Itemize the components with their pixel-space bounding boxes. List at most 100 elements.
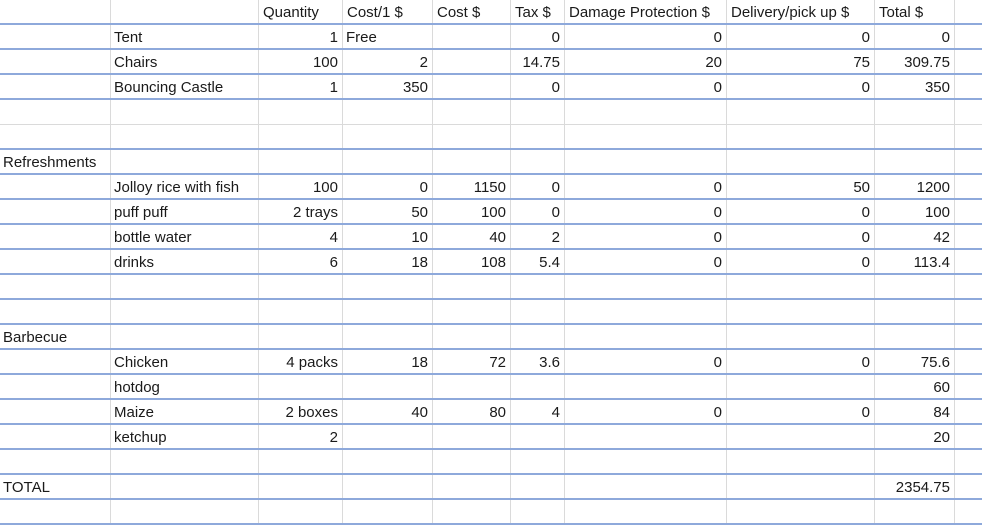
table-cell[interactable] bbox=[0, 450, 111, 475]
table-cell[interactable]: 2 boxes bbox=[259, 400, 343, 425]
column-header[interactable]: Quantity bbox=[259, 0, 343, 25]
table-cell[interactable]: 0 bbox=[565, 175, 727, 200]
column-header[interactable]: Cost $ bbox=[433, 0, 511, 25]
table-cell[interactable] bbox=[511, 100, 565, 125]
table-cell[interactable] bbox=[0, 125, 111, 150]
table-cell[interactable] bbox=[511, 275, 565, 300]
table-cell[interactable] bbox=[433, 75, 511, 100]
table-cell[interactable] bbox=[875, 275, 955, 300]
table-cell[interactable] bbox=[111, 150, 259, 175]
table-cell[interactable]: 75 bbox=[727, 50, 875, 75]
table-cell[interactable]: 0 bbox=[727, 225, 875, 250]
table-cell[interactable]: 40 bbox=[433, 225, 511, 250]
table-cell[interactable] bbox=[727, 125, 875, 150]
table-cell[interactable] bbox=[727, 275, 875, 300]
table-cell[interactable] bbox=[343, 275, 433, 300]
table-cell[interactable] bbox=[259, 300, 343, 325]
table-cell[interactable] bbox=[343, 425, 433, 450]
table-cell[interactable]: puff puff bbox=[111, 200, 259, 225]
table-cell[interactable]: Free bbox=[343, 25, 433, 50]
table-cell[interactable] bbox=[875, 325, 955, 350]
table-cell[interactable]: 20 bbox=[875, 425, 955, 450]
table-cell[interactable] bbox=[511, 475, 565, 500]
table-cell[interactable]: 0 bbox=[565, 225, 727, 250]
table-cell[interactable] bbox=[111, 325, 259, 350]
table-cell[interactable] bbox=[0, 175, 111, 200]
table-cell[interactable]: Bouncing Castle bbox=[111, 75, 259, 100]
table-cell[interactable] bbox=[511, 500, 565, 525]
table-cell[interactable] bbox=[259, 500, 343, 525]
table-cell[interactable] bbox=[727, 450, 875, 475]
column-header[interactable]: Cost/1 $ bbox=[343, 0, 433, 25]
table-cell[interactable] bbox=[259, 450, 343, 475]
table-cell[interactable] bbox=[111, 300, 259, 325]
table-cell[interactable]: 0 bbox=[565, 200, 727, 225]
table-cell[interactable]: 0 bbox=[565, 350, 727, 375]
table-cell[interactable]: 0 bbox=[565, 250, 727, 275]
table-cell[interactable]: 100 bbox=[875, 200, 955, 225]
table-cell[interactable]: 1 bbox=[259, 25, 343, 50]
table-cell[interactable] bbox=[433, 450, 511, 475]
table-cell[interactable]: 2 bbox=[343, 50, 433, 75]
table-cell[interactable] bbox=[0, 50, 111, 75]
table-cell[interactable] bbox=[875, 450, 955, 475]
table-cell[interactable] bbox=[433, 150, 511, 175]
table-cell[interactable]: 100 bbox=[259, 50, 343, 75]
table-cell[interactable]: 108 bbox=[433, 250, 511, 275]
table-cell[interactable] bbox=[433, 475, 511, 500]
table-cell[interactable] bbox=[565, 450, 727, 475]
table-cell[interactable]: 0 bbox=[565, 75, 727, 100]
table-cell[interactable]: 0 bbox=[727, 350, 875, 375]
table-cell[interactable]: 4 bbox=[511, 400, 565, 425]
table-cell[interactable]: 14.75 bbox=[511, 50, 565, 75]
column-header[interactable]: Total $ bbox=[875, 0, 955, 25]
table-cell[interactable] bbox=[343, 125, 433, 150]
table-cell[interactable]: 4 packs bbox=[259, 350, 343, 375]
table-cell[interactable] bbox=[727, 475, 875, 500]
table-cell[interactable] bbox=[343, 150, 433, 175]
table-cell[interactable] bbox=[0, 425, 111, 450]
table-cell[interactable] bbox=[565, 425, 727, 450]
table-cell[interactable] bbox=[111, 450, 259, 475]
table-cell[interactable] bbox=[565, 150, 727, 175]
table-cell[interactable] bbox=[343, 475, 433, 500]
table-cell[interactable] bbox=[259, 325, 343, 350]
table-cell[interactable] bbox=[433, 325, 511, 350]
column-header[interactable] bbox=[111, 0, 259, 25]
table-cell[interactable] bbox=[0, 75, 111, 100]
table-cell[interactable]: 2354.75 bbox=[875, 475, 955, 500]
table-cell[interactable]: 113.4 bbox=[875, 250, 955, 275]
table-cell[interactable] bbox=[565, 475, 727, 500]
table-cell[interactable] bbox=[343, 450, 433, 475]
table-cell[interactable]: 50 bbox=[343, 200, 433, 225]
table-cell[interactable] bbox=[565, 300, 727, 325]
table-cell[interactable]: Jolloy rice with fish bbox=[111, 175, 259, 200]
table-cell[interactable] bbox=[433, 25, 511, 50]
table-cell[interactable]: Tent bbox=[111, 25, 259, 50]
table-cell[interactable] bbox=[727, 300, 875, 325]
table-cell[interactable]: 18 bbox=[343, 250, 433, 275]
table-cell[interactable]: 1150 bbox=[433, 175, 511, 200]
table-cell[interactable] bbox=[0, 275, 111, 300]
table-cell[interactable]: 309.75 bbox=[875, 50, 955, 75]
column-header[interactable] bbox=[0, 0, 111, 25]
table-cell[interactable]: 4 bbox=[259, 225, 343, 250]
table-cell[interactable] bbox=[343, 300, 433, 325]
table-cell[interactable] bbox=[259, 100, 343, 125]
table-cell[interactable]: 0 bbox=[343, 175, 433, 200]
table-cell[interactable] bbox=[433, 425, 511, 450]
table-cell[interactable] bbox=[259, 475, 343, 500]
table-cell[interactable]: 0 bbox=[727, 400, 875, 425]
table-cell[interactable] bbox=[433, 125, 511, 150]
table-cell[interactable] bbox=[0, 100, 111, 125]
table-cell[interactable]: 60 bbox=[875, 375, 955, 400]
table-cell[interactable]: 72 bbox=[433, 350, 511, 375]
table-cell[interactable]: 350 bbox=[875, 75, 955, 100]
table-cell[interactable]: 1 bbox=[259, 75, 343, 100]
table-cell[interactable]: 0 bbox=[511, 200, 565, 225]
table-cell[interactable]: 0 bbox=[727, 75, 875, 100]
table-cell[interactable]: 2 bbox=[259, 425, 343, 450]
table-cell[interactable]: 50 bbox=[727, 175, 875, 200]
table-cell[interactable] bbox=[565, 500, 727, 525]
table-cell[interactable]: 75.6 bbox=[875, 350, 955, 375]
